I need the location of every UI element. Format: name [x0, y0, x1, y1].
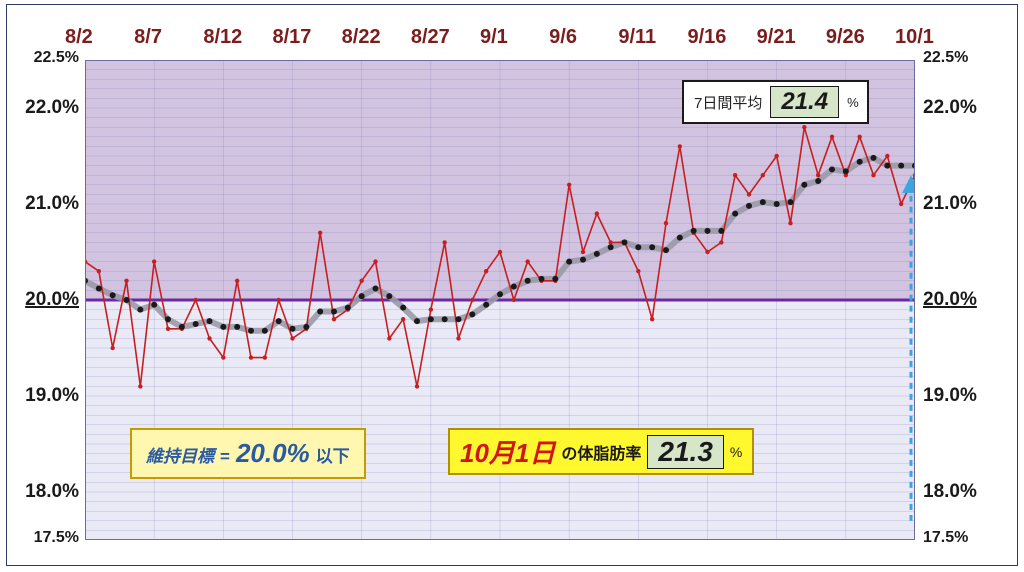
x-tick-label: 8/12	[203, 26, 242, 49]
y-tick-label: 21.0%	[25, 193, 79, 215]
y-tick-label: 19.0%	[25, 385, 79, 407]
y-tick-label: 19.0%	[923, 385, 977, 407]
seven-day-average-box: 7日間平均 21.4 %	[682, 80, 869, 124]
today-date: 10月1日	[460, 433, 555, 470]
avg-value: 21.4	[770, 86, 839, 118]
x-tick-label: 10/1	[895, 26, 934, 49]
y-tick-label: 22.5%	[923, 49, 968, 67]
goal-eq: =	[220, 447, 230, 467]
y-tick-label: 22.0%	[923, 97, 977, 119]
x-tick-label: 8/17	[273, 26, 312, 49]
x-tick-label: 9/6	[549, 26, 577, 49]
x-tick-label: 9/11	[618, 26, 656, 49]
y-tick-label: 17.5%	[923, 529, 968, 547]
y-tick-label: 22.0%	[25, 97, 79, 119]
y-tick-label: 20.0%	[923, 289, 977, 311]
y-tick-label: 18.0%	[923, 481, 977, 503]
avg-label: 7日間平均	[694, 92, 762, 113]
today-pct: %	[730, 444, 742, 460]
x-tick-label: 8/22	[342, 26, 381, 49]
y-tick-label: 22.5%	[34, 49, 79, 67]
y-tick-label: 18.0%	[25, 481, 79, 503]
x-tick-label: 9/1	[480, 26, 508, 49]
x-tick-label: 9/21	[757, 26, 796, 49]
goal-value: 20.0%	[236, 438, 310, 469]
x-tick-label: 8/27	[411, 26, 450, 49]
y-tick-label: 21.0%	[923, 193, 977, 215]
today-label: の体脂肪率	[561, 440, 641, 464]
x-tick-label: 9/16	[688, 26, 727, 49]
y-tick-label: 20.0%	[25, 289, 79, 311]
y-tick-label: 17.5%	[34, 529, 79, 547]
goal-suffix: 以下	[316, 442, 350, 467]
today-value: 21.3	[647, 435, 724, 469]
x-tick-label: 8/2	[65, 26, 93, 49]
today-box: 10月1日 の体脂肪率 21.3 %	[448, 428, 754, 475]
goal-box: 維持目標 = 20.0% 以下	[130, 428, 366, 479]
x-tick-label: 8/7	[134, 26, 162, 49]
goal-label: 維持目標	[146, 442, 214, 467]
avg-pct: %	[847, 95, 859, 110]
x-tick-label: 9/26	[826, 26, 865, 49]
